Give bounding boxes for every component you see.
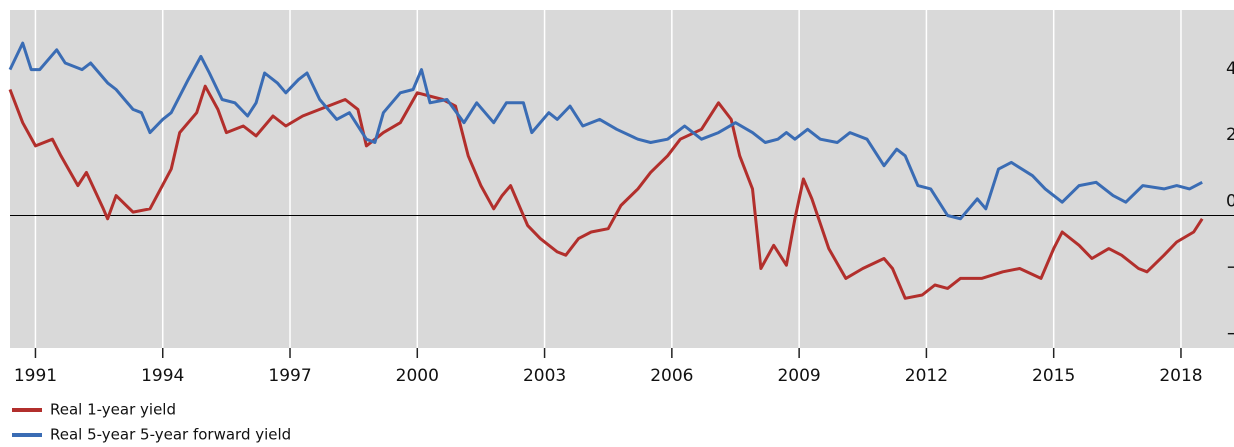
y-tick-label: −2: [1226, 258, 1234, 278]
x-tick-label: 2018: [1159, 366, 1202, 386]
legend-label: Real 1-year yield: [50, 401, 176, 419]
series-line: [8, 41, 1203, 221]
x-tick-label: 2012: [905, 366, 948, 386]
plot-background: [10, 10, 1234, 348]
y-tick-label: −4: [1226, 324, 1234, 344]
x-tick-label: 2006: [650, 366, 693, 386]
x-tick-label: 2003: [523, 366, 566, 386]
x-tick-label: 2000: [396, 366, 439, 386]
legend: Real 1-year yield Real 5-year 5-year forw…: [12, 401, 291, 444]
y-tick-label: 4: [1226, 59, 1234, 79]
x-tick-label: 2009: [777, 366, 820, 386]
x-tick-label: 1994: [141, 366, 184, 386]
x-tick-label: 1997: [268, 366, 311, 386]
y-tick-label: 2: [1226, 125, 1234, 145]
x-tick-label: 1991: [14, 366, 57, 386]
legend-label: Real 5-year 5-year forward yield: [50, 426, 291, 444]
x-tick-label: 2015: [1032, 366, 1075, 386]
series-line: [8, 84, 1204, 300]
y-tick-label: 0: [1226, 191, 1234, 211]
